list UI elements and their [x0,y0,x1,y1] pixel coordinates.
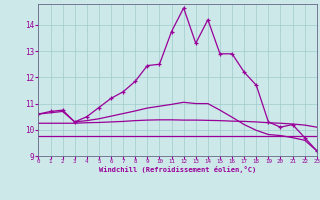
X-axis label: Windchill (Refroidissement éolien,°C): Windchill (Refroidissement éolien,°C) [99,166,256,173]
